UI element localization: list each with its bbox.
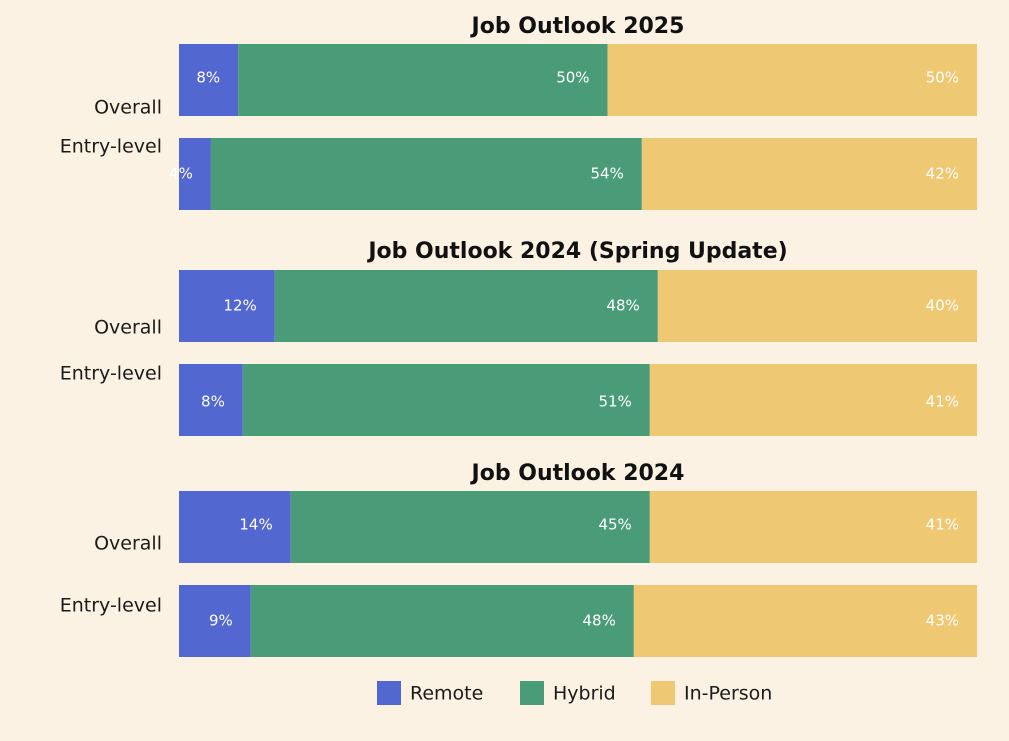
bar-segment-in-person xyxy=(607,44,977,116)
data-label: 48% xyxy=(606,297,639,315)
data-label: 14% xyxy=(239,516,272,534)
data-label: 4% xyxy=(169,165,193,183)
bar-segment-hybrid xyxy=(250,585,634,657)
legend-swatch xyxy=(651,681,675,705)
bar-segment-hybrid xyxy=(274,270,658,342)
data-label: 8% xyxy=(201,393,225,411)
bar-segment-in-person xyxy=(641,138,977,210)
panel-title: Job Outlook 2024 (Spring Update) xyxy=(366,239,787,264)
legend-label: Hybrid xyxy=(553,683,616,705)
legend-swatch xyxy=(520,681,544,705)
data-label: 9% xyxy=(209,612,233,630)
bar-segment-remote xyxy=(179,270,275,342)
data-label: 50% xyxy=(926,69,959,87)
data-label: 50% xyxy=(556,69,589,87)
data-label: 48% xyxy=(583,612,616,630)
row-label: Overall xyxy=(94,533,162,555)
row-label: Entry-level xyxy=(60,363,162,385)
bar-segment-hybrid xyxy=(290,491,650,563)
bar-segment-in-person xyxy=(649,491,977,563)
row-label: Entry-level xyxy=(60,595,162,617)
bar-segment-hybrid xyxy=(242,364,650,436)
panel-title: Job Outlook 2024 xyxy=(470,461,685,486)
legend-label: Remote xyxy=(410,683,483,705)
data-label: 41% xyxy=(926,516,959,534)
row-label: Entry-level xyxy=(60,136,162,158)
panel-title: Job Outlook 2025 xyxy=(470,14,685,39)
bar-segment-remote xyxy=(179,364,243,436)
bar-segment-remote xyxy=(179,585,251,657)
data-label: 42% xyxy=(926,165,959,183)
data-label: 45% xyxy=(598,516,631,534)
bar-segment-in-person xyxy=(649,364,977,436)
data-label: 41% xyxy=(926,393,959,411)
bar-segment-remote xyxy=(179,491,291,563)
data-label: 51% xyxy=(598,393,631,411)
row-label: Overall xyxy=(94,317,162,339)
bar-segment-in-person xyxy=(657,270,977,342)
bar-segment-remote xyxy=(179,44,239,116)
data-label: 12% xyxy=(223,297,256,315)
bar-segment-hybrid xyxy=(210,138,642,210)
row-label: Overall xyxy=(94,97,162,119)
data-label: 40% xyxy=(926,297,959,315)
legend-label: In-Person xyxy=(684,683,772,705)
legend-swatch xyxy=(377,681,401,705)
data-label: 54% xyxy=(590,165,623,183)
bar-segment-hybrid xyxy=(238,44,608,116)
bar-segment-remote xyxy=(179,138,211,210)
data-label: 43% xyxy=(926,612,959,630)
bar-segment-in-person xyxy=(633,585,977,657)
data-label: 8% xyxy=(196,69,220,87)
